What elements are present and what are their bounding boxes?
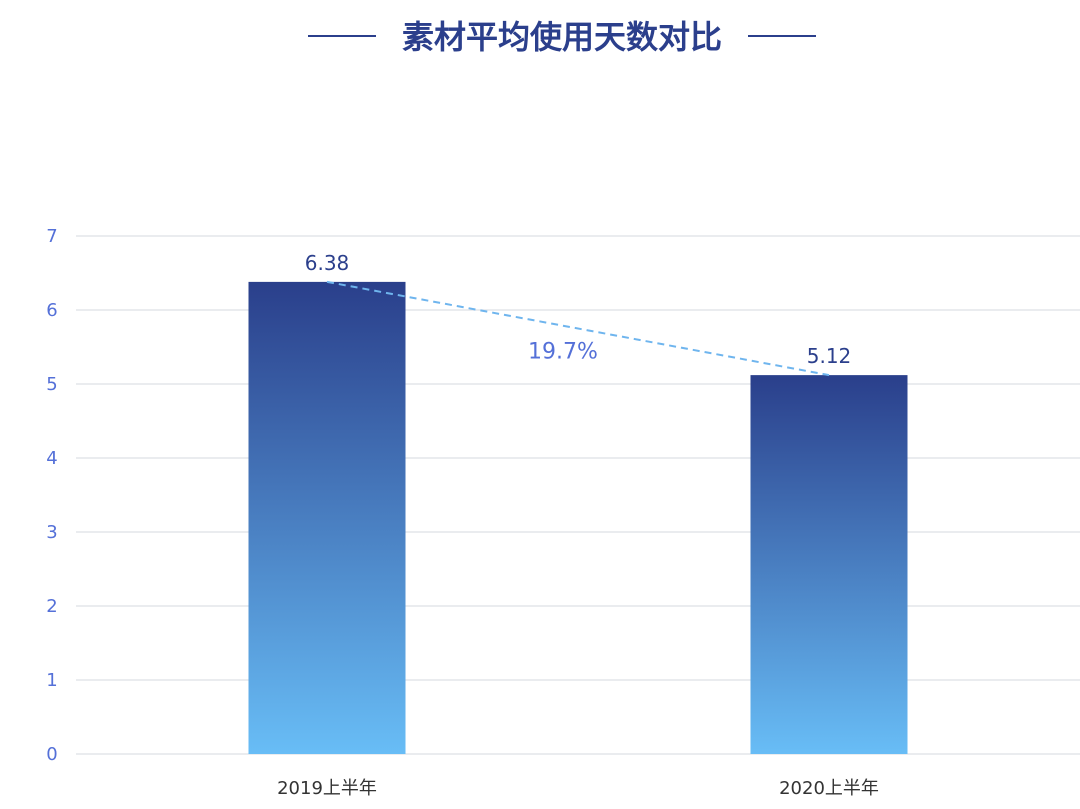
y-axis-ticks: 0 1 2 3 4 5 6 7 bbox=[46, 226, 57, 765]
labels: 6.38 5.12 19.7% bbox=[305, 251, 852, 368]
bar bbox=[750, 375, 908, 754]
gridlines bbox=[76, 235, 1080, 755]
y-tick-label: 7 bbox=[46, 226, 57, 247]
y-tick-label: 2 bbox=[46, 596, 57, 617]
change-connector-line bbox=[326, 280, 830, 377]
y-tick-label: 6 bbox=[46, 300, 57, 321]
bar bbox=[248, 281, 406, 754]
chart-title: 素材平均使用天数对比 bbox=[402, 18, 722, 56]
y-tick-label: 3 bbox=[46, 522, 57, 543]
x-category-label: 2020上半年 bbox=[779, 778, 879, 799]
connector bbox=[326, 280, 830, 377]
change-percent-label: 19.7% bbox=[528, 340, 598, 365]
y-tick-label: 5 bbox=[46, 374, 57, 395]
bar-value-label: 6.38 bbox=[305, 251, 350, 275]
bar-value-label: 5.12 bbox=[807, 344, 852, 368]
x-axis-categories: 2019上半年 2020上半年 bbox=[277, 778, 879, 799]
bars bbox=[248, 281, 908, 754]
y-tick-label: 4 bbox=[46, 448, 57, 469]
y-tick-label: 0 bbox=[46, 744, 57, 765]
y-tick-label: 1 bbox=[46, 670, 57, 691]
x-category-label: 2019上半年 bbox=[277, 778, 377, 799]
